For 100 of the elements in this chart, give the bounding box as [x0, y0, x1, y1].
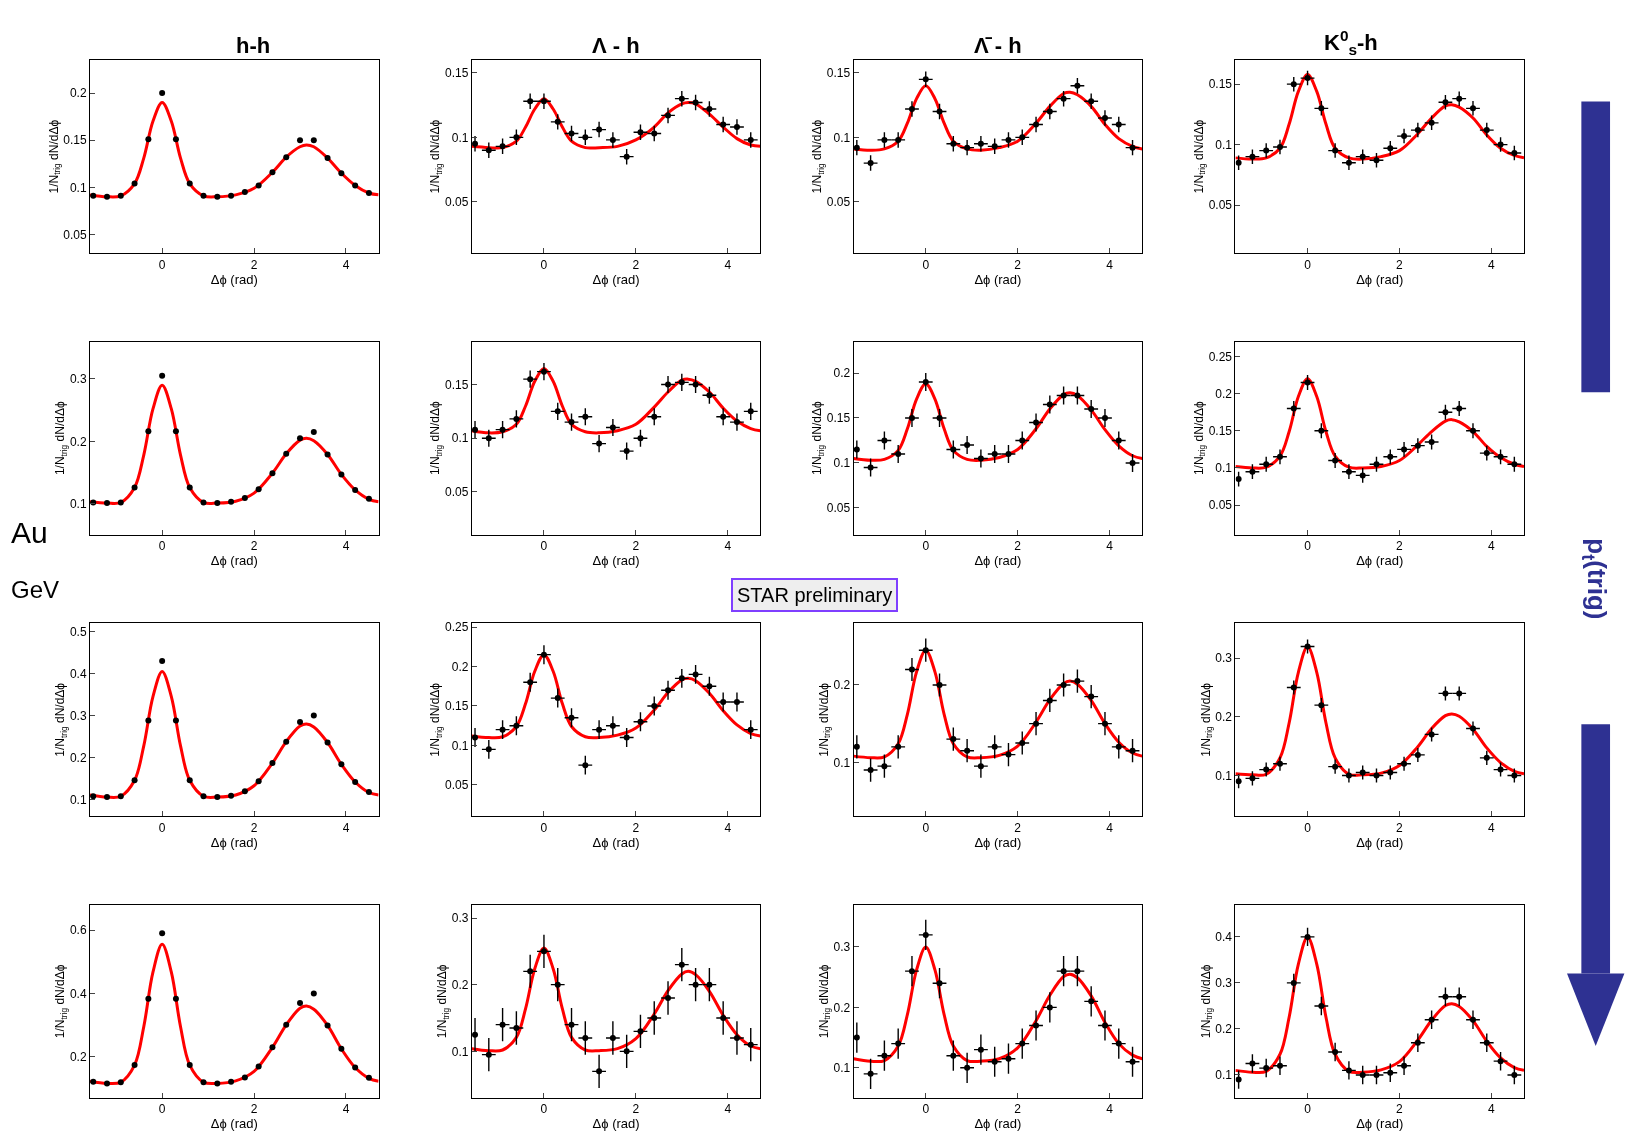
- point: [540, 948, 547, 955]
- y-tick-label: 0.05: [826, 501, 851, 516]
- x-tick-label: 0: [1304, 539, 1312, 554]
- y-tick-label: 0.3: [833, 940, 851, 955]
- point: [200, 793, 207, 800]
- point: [922, 76, 929, 83]
- point: [1101, 414, 1108, 421]
- point: [1060, 95, 1067, 102]
- point: [365, 789, 372, 796]
- y-tick-label: 0.1: [833, 456, 851, 471]
- point: [881, 763, 888, 770]
- point: [1414, 442, 1421, 449]
- point: [554, 981, 561, 988]
- x-axis-title: Δϕ (rad): [592, 271, 640, 287]
- point: [922, 931, 929, 938]
- x-tick-label: 0: [922, 820, 930, 835]
- point: [609, 424, 616, 431]
- y-tick-label: 0.6: [69, 923, 87, 938]
- y-tick-label: 0.2: [1215, 710, 1233, 725]
- y-tick-label: 0.4: [69, 666, 87, 681]
- point: [283, 1021, 290, 1028]
- y-tick-label: 0.2: [1215, 386, 1233, 401]
- point: [1401, 446, 1408, 453]
- point: [1046, 108, 1053, 115]
- point: [540, 651, 547, 658]
- point: [950, 1052, 957, 1059]
- point: [527, 679, 534, 686]
- y-tick-label: 0.2: [833, 1000, 851, 1015]
- y-tick-label: 0.2: [1215, 1022, 1233, 1037]
- x-tick-label: 4: [342, 539, 350, 554]
- point: [1345, 1067, 1352, 1074]
- point: [1290, 979, 1297, 986]
- point: [117, 793, 124, 800]
- y-tick-label: 0.15: [826, 411, 851, 426]
- point: [145, 136, 152, 143]
- point: [241, 1074, 248, 1081]
- point: [665, 687, 672, 694]
- point: [104, 1080, 110, 1087]
- point: [1414, 1039, 1421, 1046]
- point: [977, 140, 984, 147]
- y-tick-label: 0.2: [69, 86, 87, 101]
- y-tick-label: 0.1: [451, 130, 469, 145]
- point: [1511, 461, 1518, 468]
- point: [568, 130, 575, 137]
- point: [131, 484, 138, 491]
- line-series: [471, 653, 761, 740]
- point: [1359, 472, 1366, 479]
- y-tick-label: 0.25: [1208, 349, 1233, 364]
- point: [1290, 405, 1297, 412]
- point: [1074, 678, 1081, 685]
- point: [1115, 743, 1122, 750]
- point: [1387, 453, 1394, 460]
- point: [1060, 392, 1067, 399]
- x-tick-label: 0: [1304, 257, 1312, 272]
- point: [159, 372, 166, 379]
- point: [310, 428, 317, 435]
- point: [867, 160, 874, 167]
- point: [1483, 450, 1490, 457]
- point: [977, 455, 984, 462]
- point: [692, 99, 699, 106]
- point: [895, 136, 902, 143]
- y-tick-label: 0.3: [1215, 651, 1233, 666]
- point: [513, 722, 520, 729]
- point: [297, 137, 304, 144]
- point: [692, 671, 699, 678]
- point: [720, 1015, 727, 1021]
- x-tick-label: 4: [1106, 539, 1114, 554]
- point: [338, 471, 345, 478]
- point: [678, 675, 685, 682]
- x-tick-label: 0: [540, 1102, 548, 1117]
- x-tick-label: 2: [1014, 820, 1022, 835]
- point: [352, 182, 359, 189]
- point: [1249, 468, 1256, 475]
- point: [131, 1062, 138, 1069]
- y-tick-label: 0.15: [63, 133, 87, 148]
- x-tick-label: 0: [540, 257, 548, 272]
- y-tick-label: 0.3: [69, 708, 87, 723]
- point: [1005, 751, 1012, 758]
- x-tick-label: 0: [922, 1102, 930, 1117]
- point: [255, 182, 262, 189]
- point: [1428, 1016, 1435, 1023]
- point: [733, 124, 740, 131]
- x-tick-label: 0: [922, 539, 930, 554]
- line-series: [853, 84, 1143, 152]
- x-tick-label: 4: [724, 1102, 732, 1117]
- point: [241, 189, 248, 196]
- point: [922, 647, 929, 654]
- point: [131, 777, 138, 784]
- point: [324, 1022, 331, 1029]
- point: [1456, 993, 1463, 1000]
- point: [499, 1021, 506, 1028]
- point: [527, 968, 534, 975]
- point: [665, 995, 672, 1001]
- y-tick-label: 0.1: [833, 755, 851, 770]
- point: [596, 440, 603, 447]
- point: [1019, 134, 1026, 141]
- point: [1115, 121, 1122, 128]
- y-tick-label: 0.15: [445, 699, 469, 714]
- point: [1074, 968, 1081, 975]
- point: [228, 192, 235, 199]
